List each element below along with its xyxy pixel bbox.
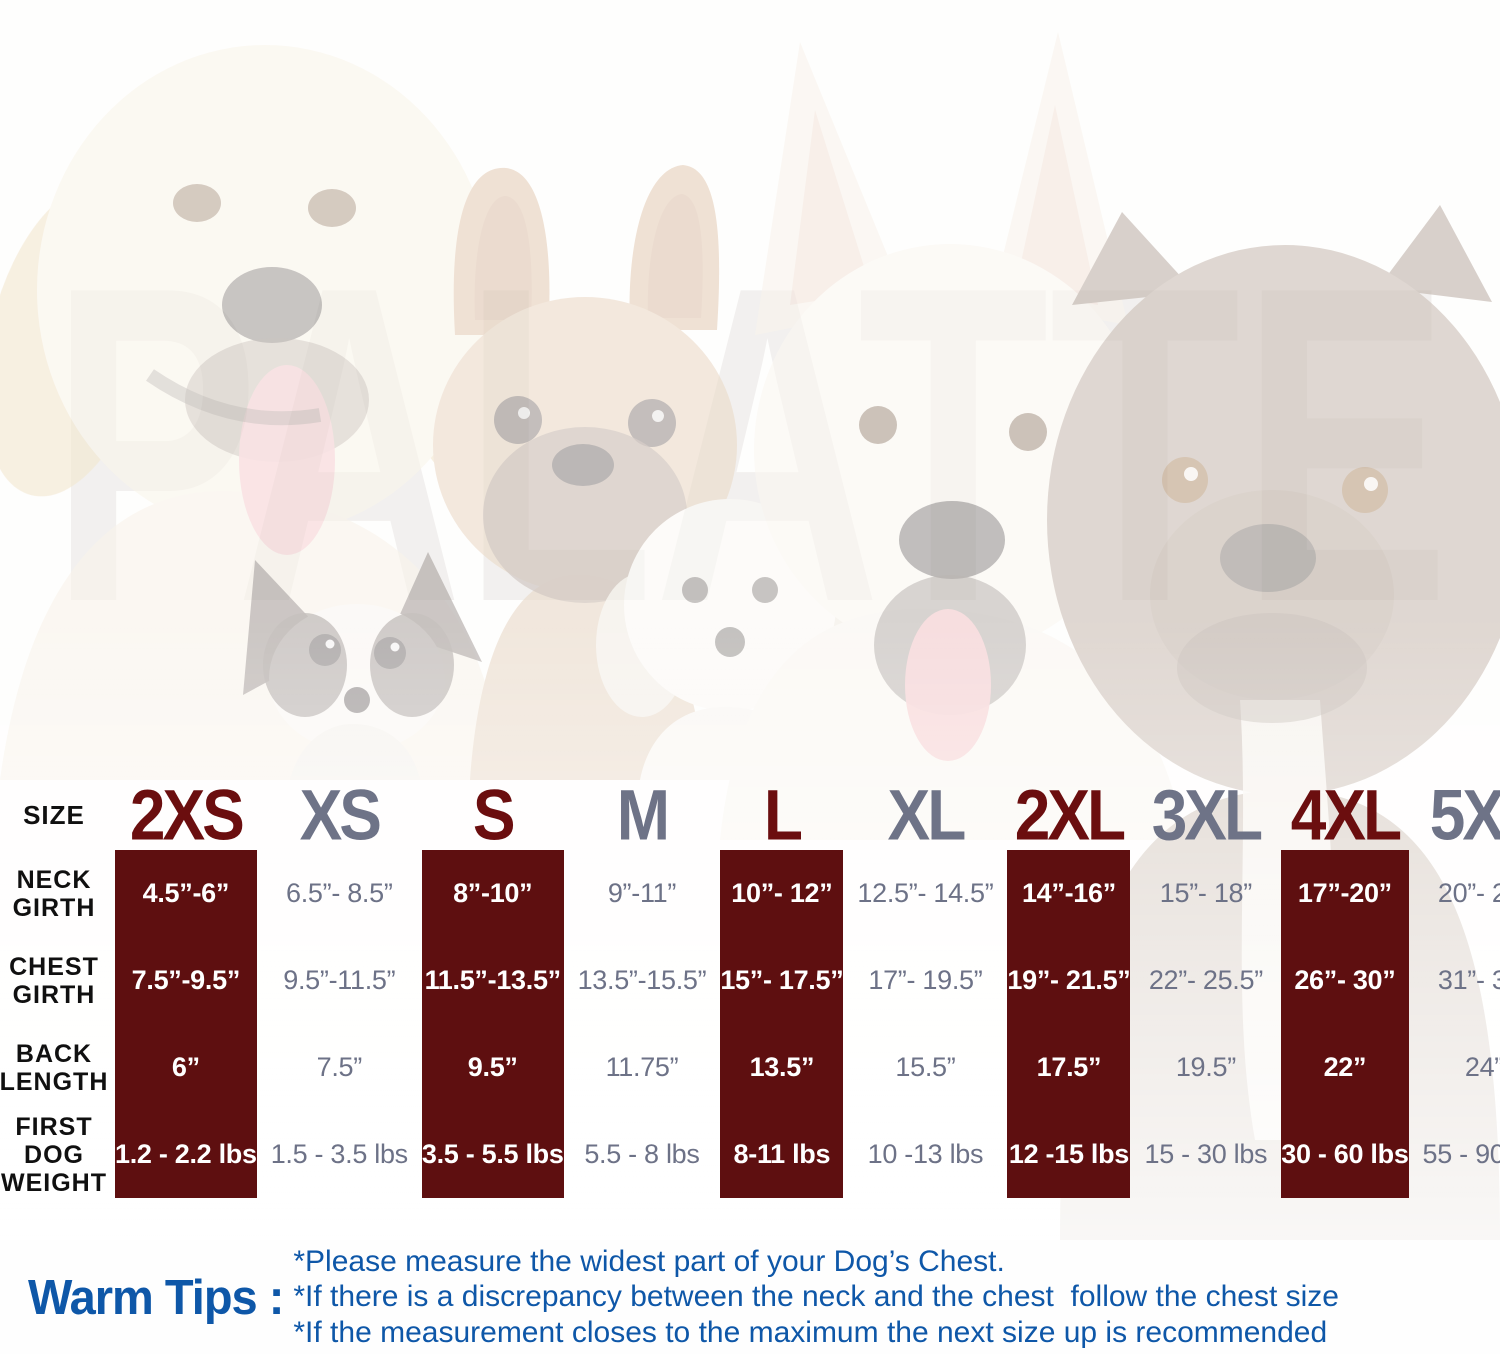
neck-girth-row-label: NECK GIRTH	[12, 865, 96, 922]
size-column-m: M 9”-11” 13.5”-15.5” 11.75” 5.5 - 8 lbs	[571, 775, 714, 1198]
neck-girth-value: 20”- 24”	[1437, 878, 1500, 908]
size-column-2xl: 2XL 14”-16” 19”- 21.5” 17.5” 12 -15 lbs	[1000, 775, 1137, 1198]
chest-girth-value: 15”- 17.5”	[720, 965, 844, 995]
size-column-s: S 8”-10” 11.5”-13.5” 9.5” 3.5 - 5.5 lbs	[415, 775, 571, 1198]
back-length-value: 15.5”	[895, 1052, 956, 1082]
neck-girth-value: 9”-11”	[607, 878, 677, 908]
size-column-4xl: 4XL 17”-20” 26”- 30” 22” 30 - 60 lbs	[1274, 775, 1415, 1198]
size-header: 5XL	[1429, 774, 1500, 856]
size-header: S	[472, 774, 516, 856]
chest-girth-row-label: CHEST GIRTH	[9, 952, 99, 1009]
chest-girth-value: 31”- 35”	[1437, 965, 1500, 995]
size-header: XS	[299, 774, 382, 856]
size-header: M	[616, 774, 670, 856]
size-header: 4XL	[1290, 774, 1402, 856]
size-row-label: SIZE	[23, 799, 85, 830]
first-dog-weight-value: 55 - 90 lbs	[1422, 1139, 1500, 1169]
size-header: XL	[887, 774, 967, 856]
back-length-value: 19.5”	[1175, 1052, 1236, 1082]
neck-girth-value: 14”-16”	[1021, 878, 1116, 908]
warm-tips-list: *Please measure the widest part of your …	[293, 1244, 1339, 1350]
size-column-xl: XL 12.5”- 14.5” 17”- 19.5” 15.5” 10 -13 …	[850, 775, 1000, 1198]
size-column-3xl: 3XL 15”- 18” 22”- 25.5” 19.5” 15 - 30 lb…	[1137, 775, 1274, 1198]
first-dog-weight-value: 3.5 - 5.5 lbs	[421, 1139, 564, 1169]
size-column-l: L 10”- 12” 15”- 17.5” 13.5” 8-11 lbs	[713, 775, 850, 1198]
first-dog-weight-value: 1.2 - 2.2 lbs	[115, 1139, 257, 1169]
size-column-xs: XS 6.5”- 8.5” 9.5”-11.5” 7.5” 1.5 - 3.5 …	[264, 775, 415, 1198]
chest-girth-value: 7.5”-9.5”	[131, 965, 241, 995]
back-length-value: 22”	[1323, 1052, 1367, 1082]
neck-girth-value: 10”- 12”	[731, 878, 833, 908]
first-dog-weight-value: 30 - 60 lbs	[1281, 1139, 1409, 1169]
tip-neck-chest-discrepancy: *If there is a discrepancy between the n…	[293, 1280, 1339, 1314]
chest-girth-value: 22”- 25.5”	[1148, 965, 1263, 995]
tip-measure-chest: *Please measure the widest part of your …	[293, 1245, 1005, 1278]
first-dog-weight-value: 15 - 30 lbs	[1144, 1139, 1268, 1169]
neck-girth-value: 17”-20”	[1297, 878, 1392, 908]
chest-girth-value: 9.5”-11.5”	[283, 965, 396, 995]
neck-girth-value: 4.5”-6”	[142, 878, 230, 908]
warm-tips-heading: Warm Tips :	[28, 1269, 284, 1325]
tip-size-up-recommended: *If the measurement closes to the maximu…	[293, 1315, 1328, 1349]
row-label-column: SIZE NECK GIRTH CHEST GIRTH BACK LENGTH …	[0, 780, 108, 1198]
back-length-value: 7.5”	[316, 1052, 363, 1082]
first-dog-weight-value: 12 -15 lbs	[1008, 1139, 1129, 1169]
size-column-5xl: 5XL 20”- 24” 31”- 35” 24” 55 - 90 lbs	[1416, 775, 1500, 1198]
first-dog-weight-row-label: FIRST DOG WEIGHT	[1, 1112, 107, 1197]
first-dog-weight-value: 1.5 - 3.5 lbs	[270, 1139, 408, 1169]
chest-girth-value: 26”- 30”	[1294, 965, 1396, 995]
back-length-value: 24”	[1464, 1052, 1500, 1082]
first-dog-weight-value: 5.5 - 8 lbs	[584, 1139, 700, 1169]
back-length-value: 17.5”	[1036, 1052, 1102, 1082]
back-length-value: 9.5”	[467, 1052, 518, 1082]
neck-girth-value: 6.5”- 8.5”	[286, 878, 393, 908]
size-table: SIZE NECK GIRTH CHEST GIRTH BACK LENGTH …	[0, 775, 1500, 1198]
back-length-value: 13.5”	[749, 1052, 815, 1082]
neck-girth-value: 15”- 18”	[1159, 878, 1252, 908]
warm-tips-section: Warm Tips : *Please measure the widest p…	[0, 1238, 1500, 1350]
first-dog-weight-value: 10 -13 lbs	[867, 1139, 984, 1169]
back-length-row-label: BACK LENGTH	[0, 1039, 109, 1096]
chest-girth-value: 17”- 19.5”	[868, 965, 983, 995]
size-header: 2XL	[1014, 774, 1126, 856]
chest-girth-value: 11.5”-13.5”	[424, 965, 562, 995]
neck-girth-value: 12.5”- 14.5”	[857, 878, 994, 908]
size-column-2xs: 2XS 4.5”-6” 7.5”-9.5” 6” 1.2 - 2.2 lbs	[108, 775, 264, 1198]
chest-girth-value: 19”- 21.5”	[1007, 965, 1131, 995]
size-header: 2XS	[129, 774, 245, 856]
size-header: L	[763, 774, 803, 856]
first-dog-weight-value: 8-11 lbs	[733, 1139, 831, 1169]
neck-girth-value: 8”-10”	[453, 878, 533, 908]
chest-girth-value: 13.5”-15.5”	[577, 965, 707, 995]
back-length-value: 6”	[171, 1052, 200, 1082]
back-length-value: 11.75”	[605, 1052, 679, 1082]
size-header: 3XL	[1151, 774, 1263, 856]
